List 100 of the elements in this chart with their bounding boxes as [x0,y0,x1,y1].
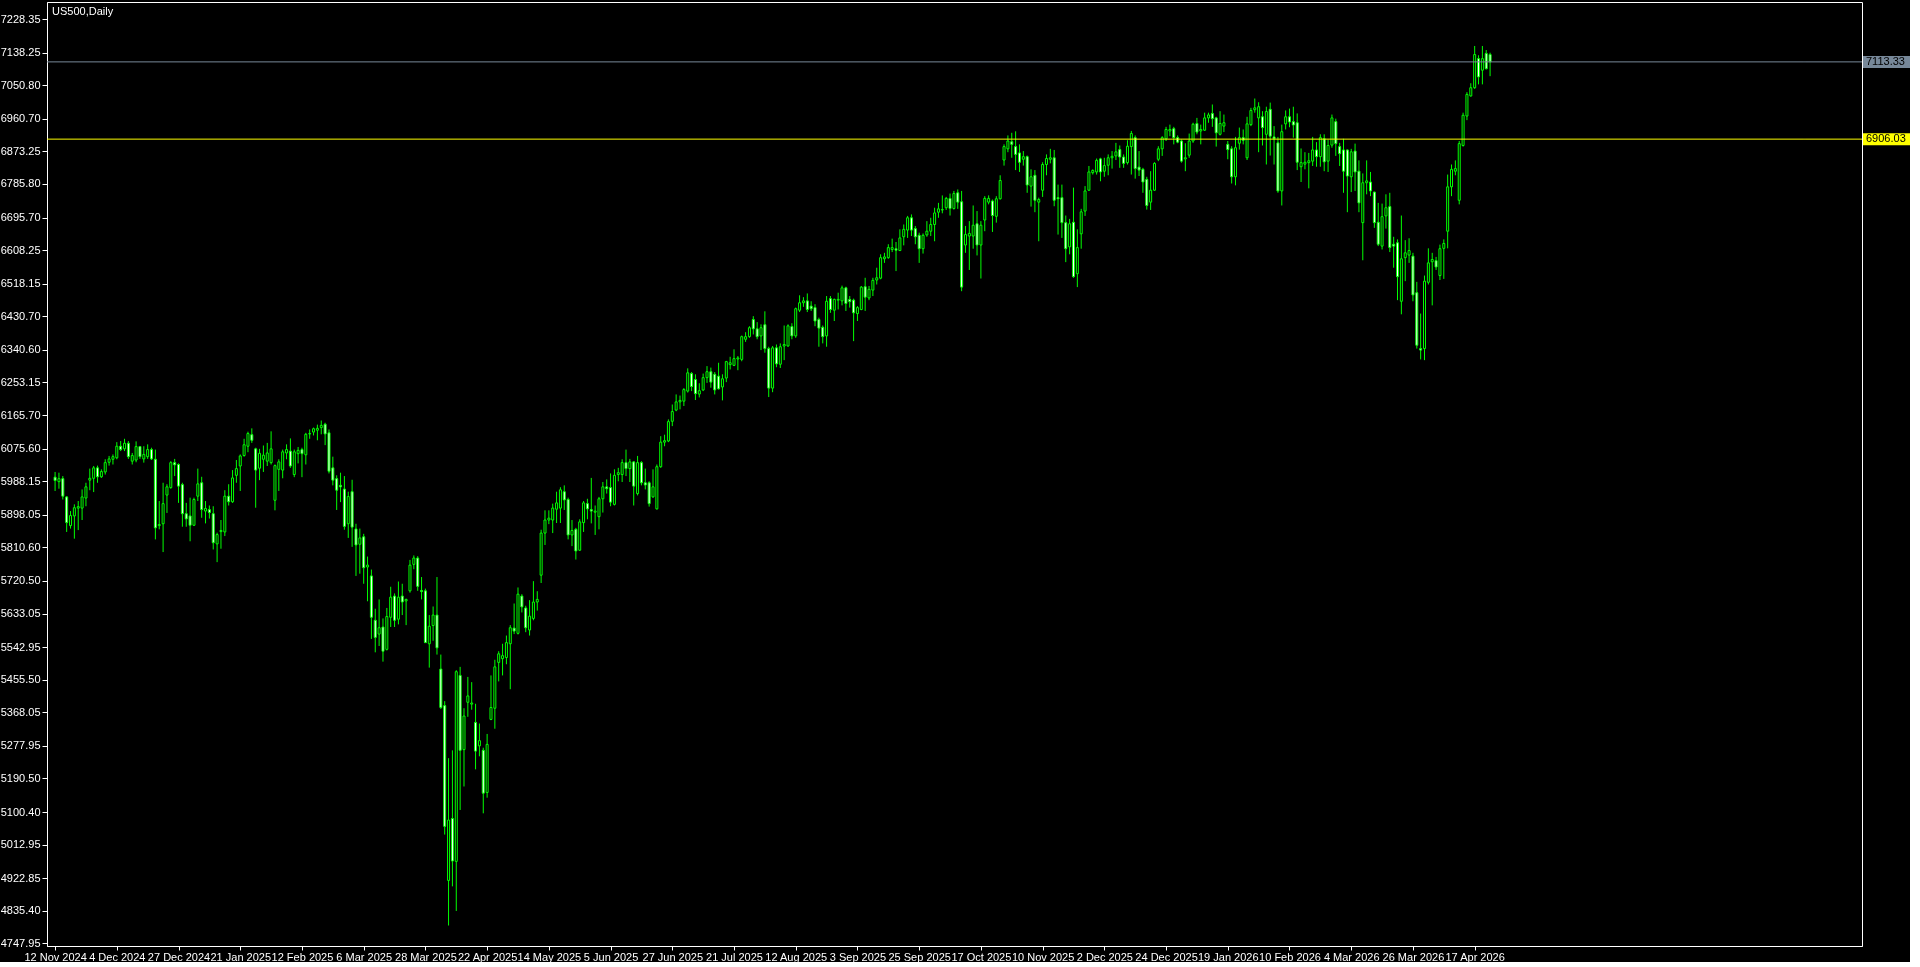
candlestick [690,371,694,392]
y-tick-label: 5633.05 [0,607,41,620]
x-tick-label: 10 Nov 2025 [1011,950,1075,963]
y-tick-label: 6960.70 [0,112,41,125]
y-tick-label: 6518.15 [0,277,41,290]
candlestick [1010,132,1014,159]
candlestick [1403,239,1407,282]
candlestick [396,581,400,625]
x-tick-label: 3 Sep 2025 [829,950,887,963]
y-tick-label: 5277.95 [0,739,41,752]
candlestick [759,323,763,351]
candlestick [840,285,844,306]
candlestick [1017,143,1021,173]
candlestick [477,723,481,757]
y-tick-label: 6165.70 [0,408,41,421]
candlestick [713,371,717,395]
y-tick-label: 6430.70 [0,309,41,322]
y-tick-label: 5810.60 [0,540,41,553]
candlestick [1288,108,1291,128]
candlestick [231,469,235,504]
x-tick-label: 17 Apr 2026 [1445,950,1505,963]
y-tick-label: 7228.35 [0,12,41,25]
candlestick [555,491,559,524]
candlestick [281,449,285,479]
candlestick [1334,118,1338,157]
y-tick-label: 4922.85 [0,871,41,884]
x-tick-label: 5 Jun 2025 [583,950,639,963]
x-tick-label: 28 Mar 2025 [395,950,457,963]
candlestick [292,449,296,478]
x-tick-label: 17 Oct 2025 [951,950,1012,963]
candlestick [1318,133,1322,168]
candlestick [1315,141,1318,168]
candlestick [1430,252,1434,306]
y-tick-label: 4835.40 [0,904,41,917]
candlestick [53,471,57,492]
x-tick-label: 27 Dec 2024 [147,950,211,963]
x-tick-label: 12 Aug 2025 [765,950,828,963]
candlestick [933,207,937,242]
candlestick [470,681,474,711]
candlestick [1257,101,1261,153]
x-tick-label: 12 Nov 2024 [24,950,87,963]
candlestick [1261,110,1264,146]
y-tick-label: 6873.25 [0,144,41,157]
candlestick [1014,130,1018,171]
candlestick [805,292,809,313]
candlestick [1284,109,1288,130]
x-tick-label: 21 Jul 2025 [706,950,763,963]
candlestick [558,486,562,524]
y-tick-label: 5542.95 [0,640,41,653]
x-tick-label: 2 Dec 2025 [1076,950,1133,963]
ref-line-label: 7113.33 [1866,54,1905,67]
x-tick-label: 24 Dec 2025 [1135,950,1198,963]
candlestick [1311,136,1315,167]
candlestick [1102,157,1106,178]
candlestick [1477,54,1481,85]
candlestick [246,431,250,453]
candlestick [1307,152,1311,189]
y-tick-label: 5190.50 [0,771,41,784]
x-tick-label: 26 Mar 2026 [1382,950,1445,963]
candlestick [234,459,238,484]
y-tick-label: 6785.80 [0,177,41,190]
candlestick [909,213,913,237]
candlestick [906,215,910,239]
x-tick-label: 25 Sep 2025 [888,950,951,963]
candlestick [188,497,192,542]
candlestick [254,447,258,509]
candlestick [917,232,921,264]
candlestick [844,286,848,312]
candlestick [258,448,262,481]
y-tick-label: 6075.60 [0,442,41,455]
candlestick [778,342,782,369]
x-tick-label: 22 Apr 2025 [457,950,518,963]
x-tick-label: 4 Mar 2026 [1323,950,1380,963]
y-tick-label: 7138.25 [0,46,41,59]
y-tick-label: 7050.80 [0,78,41,91]
x-tick-label: 6 Mar 2025 [336,950,393,963]
candlestick [358,528,362,575]
candlestick [404,598,408,626]
candlestick [76,500,80,531]
candlestick [585,498,589,520]
x-tick-label: 4 Dec 2024 [89,950,146,963]
candlestick [624,449,628,477]
candlestick [1488,52,1492,77]
x-tick-label: 21 Jan 2025 [210,950,272,963]
y-tick-label: 6340.60 [0,343,41,356]
y-tick-label: 5012.95 [0,838,41,851]
y-tick-label: 5988.15 [0,474,41,487]
candlestick [1442,238,1446,280]
candlestick [971,204,975,250]
candlestick [990,199,994,233]
y-tick-label: 5455.50 [0,673,41,686]
candlestick [269,430,273,465]
candlestick [693,373,697,401]
ref-line-label: 6906.03 [1866,132,1906,145]
candlestick [1264,106,1268,165]
x-tick-label: 12 Feb 2025 [271,950,334,963]
candlestick [732,348,736,367]
candlestick [1168,124,1172,137]
candlestick [551,503,555,534]
x-tick-label: 10 Feb 2026 [1259,950,1321,963]
